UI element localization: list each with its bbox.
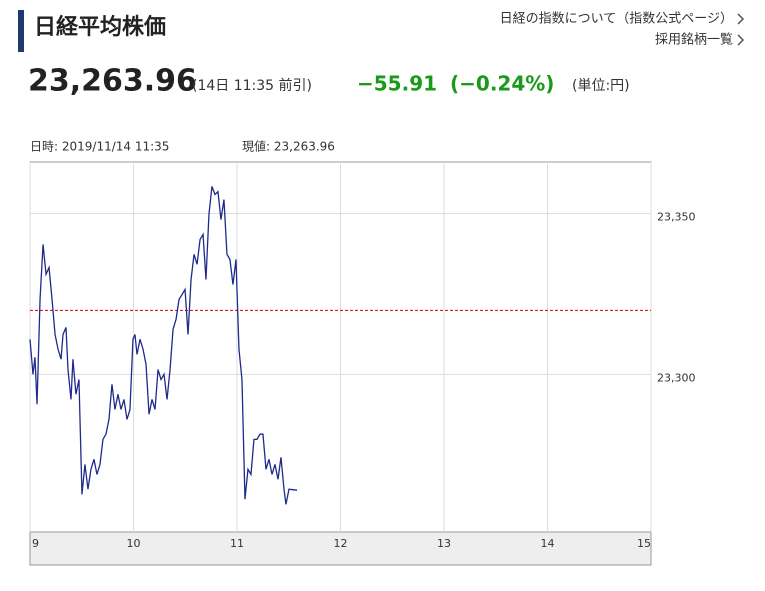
x-axis-band bbox=[29, 531, 652, 566]
price-line bbox=[29, 186, 298, 505]
x-tick-label: 13 bbox=[437, 537, 451, 550]
quote-time: (14日 11:35 前引) bbox=[192, 77, 312, 94]
x-tick-label: 10 bbox=[127, 537, 141, 550]
change: −55.91 bbox=[357, 72, 437, 96]
x-tick-label: 15 bbox=[637, 537, 651, 550]
x-tick-label: 14 bbox=[541, 537, 555, 550]
chevron bbox=[737, 13, 745, 25]
x-tick-label: 9 bbox=[32, 537, 39, 550]
unit: (単位:円) bbox=[572, 78, 630, 94]
chevron bbox=[737, 34, 745, 46]
info-current: 現値: 23,263.96 bbox=[242, 139, 335, 154]
info-datetime: 日時: 2019/11/14 11:35 bbox=[30, 140, 169, 154]
title-bar bbox=[18, 10, 24, 52]
index-link[interactable]: 日経の指数について（指数公式ページ） bbox=[500, 12, 733, 27]
title: 日経平均株価 bbox=[34, 14, 166, 40]
constituents-link[interactable]: 採用銘柄一覧 bbox=[655, 32, 733, 48]
x-tick-label: 12 bbox=[334, 537, 348, 550]
y-tick-label: 23,300 bbox=[657, 371, 696, 384]
price: 23,263.96 bbox=[28, 64, 197, 99]
change-percent: (−0.24%) bbox=[450, 72, 554, 96]
y-tick-label: 23,350 bbox=[657, 210, 696, 223]
x-tick-label: 11 bbox=[230, 537, 244, 550]
